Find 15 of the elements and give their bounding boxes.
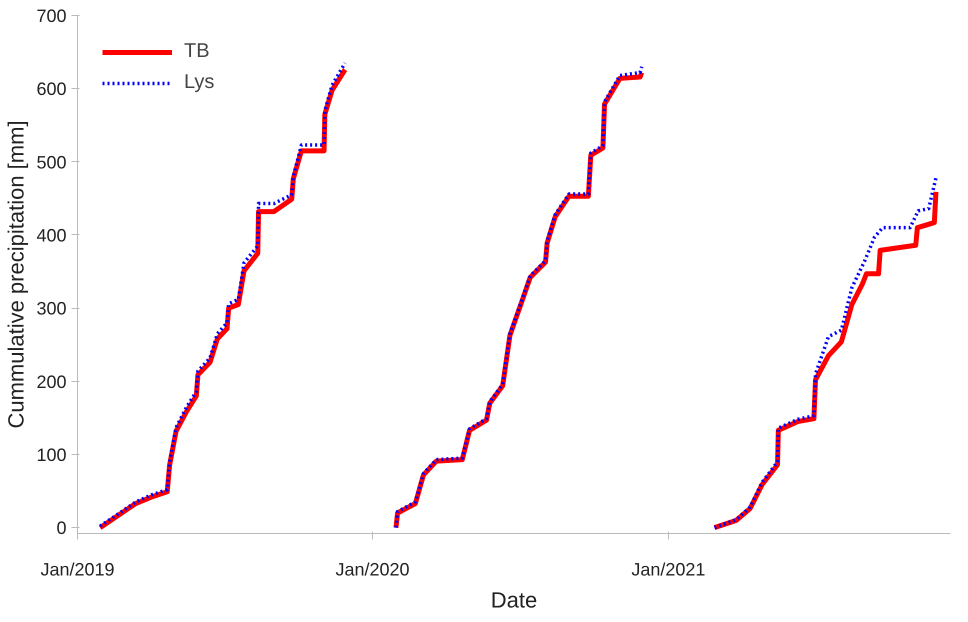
y-tick-label: 700 [36, 6, 67, 26]
y-tick-label: 300 [36, 298, 67, 319]
x-tick-label: Jan/2021 [631, 560, 706, 580]
x-tick-label: Jan/2020 [336, 560, 410, 580]
y-tick-label: 400 [36, 225, 67, 246]
legend-label: TB [184, 40, 210, 63]
y-tick-label: 100 [36, 444, 67, 465]
y-tick-label: 0 [56, 518, 67, 538]
y-tick-label: 200 [36, 372, 67, 392]
legend-label: Lys [184, 71, 214, 94]
x-axis-title: Date [490, 588, 538, 612]
y-tick-label: 600 [36, 79, 67, 100]
y-tick-label: 500 [36, 152, 67, 172]
x-tick-label: Jan/2019 [40, 560, 115, 580]
y-axis-title: Cummulative precipitation [mm] [3, 120, 28, 429]
